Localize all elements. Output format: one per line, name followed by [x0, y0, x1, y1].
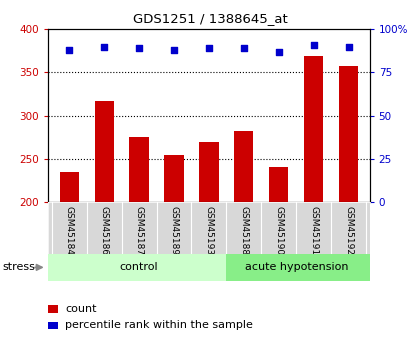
Bar: [48, 254, 226, 281]
Text: stress: stress: [2, 263, 35, 272]
Bar: [304, 56, 323, 202]
Bar: [94, 101, 114, 202]
Text: GSM45192: GSM45192: [344, 206, 353, 255]
Text: GDS1251 / 1388645_at: GDS1251 / 1388645_at: [133, 12, 287, 25]
Text: GSM45191: GSM45191: [309, 206, 318, 255]
Point: [171, 47, 177, 53]
Bar: [269, 167, 289, 202]
Point: [66, 47, 73, 53]
Text: GSM45184: GSM45184: [65, 206, 74, 255]
Point: [206, 46, 213, 51]
Point: [241, 46, 247, 51]
Text: count: count: [65, 304, 97, 314]
Text: percentile rank within the sample: percentile rank within the sample: [65, 320, 253, 330]
Point: [101, 44, 108, 49]
Text: GSM45188: GSM45188: [239, 206, 248, 255]
Bar: [60, 172, 79, 202]
Bar: [339, 66, 358, 202]
Bar: [129, 137, 149, 202]
Point: [310, 42, 317, 48]
Text: GSM45186: GSM45186: [100, 206, 109, 255]
Text: GSM45190: GSM45190: [274, 206, 284, 255]
Bar: [164, 155, 184, 202]
Text: acute hypotension: acute hypotension: [244, 263, 348, 272]
Text: GSM45189: GSM45189: [170, 206, 178, 255]
Text: control: control: [120, 263, 158, 272]
Point: [345, 44, 352, 49]
Point: [276, 49, 282, 55]
Bar: [234, 131, 254, 202]
Text: GSM45193: GSM45193: [205, 206, 213, 255]
Point: [136, 46, 142, 51]
Text: GSM45187: GSM45187: [134, 206, 144, 255]
Bar: [226, 254, 370, 281]
Bar: [200, 142, 218, 202]
